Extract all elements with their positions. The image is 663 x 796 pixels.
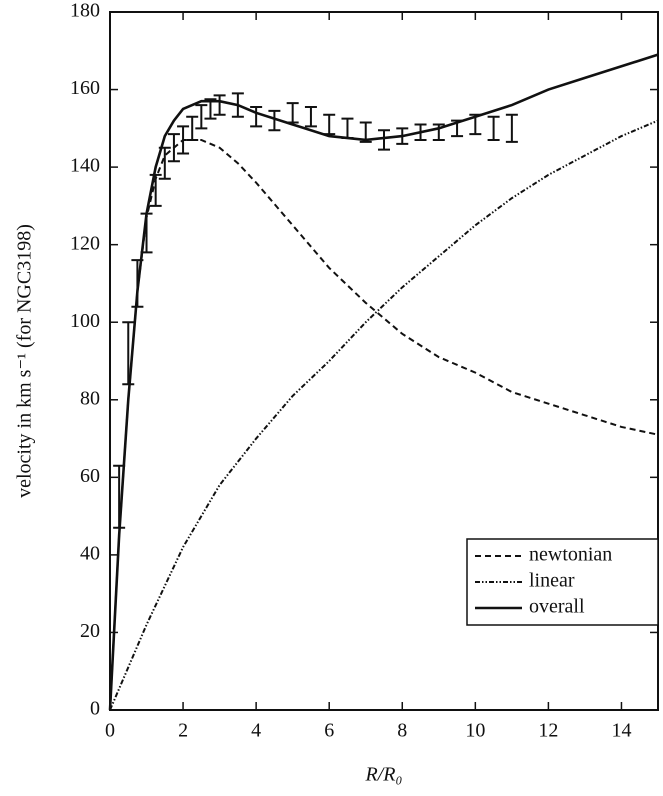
error-bar [286, 102, 299, 124]
x-tick-label: 6 [324, 720, 334, 742]
y-tick-label: 0 [90, 698, 100, 720]
y-axis-label: velocity in km s⁻¹ (for NGC3198) [14, 224, 36, 498]
x-tick-label: 2 [178, 720, 188, 742]
plot-frame [109, 11, 659, 711]
y-tick-label: 60 [80, 465, 100, 487]
error-bar [204, 98, 217, 120]
legend-box [466, 538, 659, 626]
error-bar [268, 109, 281, 132]
y-tick-label: 120 [70, 232, 100, 254]
y-tick-label: 140 [70, 155, 100, 177]
y-tick-label: 40 [80, 542, 100, 564]
error-bar [304, 106, 317, 128]
error-bar [158, 146, 171, 180]
error-bar [113, 464, 126, 529]
error-bar [487, 115, 500, 141]
error-bar [213, 94, 226, 116]
error-bar [186, 115, 199, 141]
error-bar [323, 113, 336, 136]
error-bar [167, 133, 180, 163]
error-bar [149, 173, 162, 207]
error-bar [231, 92, 244, 118]
y-tick-label: 100 [70, 310, 100, 332]
x-tick-label: 12 [538, 720, 558, 742]
error-bar [414, 123, 427, 141]
x-tick-label: 8 [397, 720, 407, 742]
error-bar [341, 117, 354, 140]
error-bar [396, 127, 409, 145]
error-bar [505, 113, 518, 143]
error-bar [359, 121, 372, 143]
legend-label: newtonian [529, 544, 612, 566]
x-axis-label: R/R₀ [365, 764, 403, 786]
legend-label: linear [529, 570, 575, 592]
error-bar [122, 321, 135, 386]
error-bar [378, 129, 390, 151]
error-bar [250, 106, 263, 128]
legend-label: overall [529, 596, 585, 618]
y-tick-label: 180 [70, 0, 100, 22]
error-bar [177, 125, 190, 155]
y-tick-label: 80 [80, 387, 100, 409]
x-tick-label: 14 [611, 720, 631, 742]
error-bar [195, 104, 208, 130]
x-tick-label: 0 [105, 720, 115, 742]
error-bar [140, 212, 153, 254]
series-line [109, 119, 659, 711]
error-bar [131, 259, 144, 308]
x-tick-label: 10 [465, 720, 485, 742]
error-bar [432, 123, 445, 141]
series-line [108, 53, 659, 711]
error-bar [469, 113, 482, 136]
y-tick-label: 160 [70, 77, 100, 99]
y-tick-label: 20 [80, 620, 100, 642]
x-tick-label: 4 [251, 720, 261, 742]
error-bar [451, 119, 464, 138]
